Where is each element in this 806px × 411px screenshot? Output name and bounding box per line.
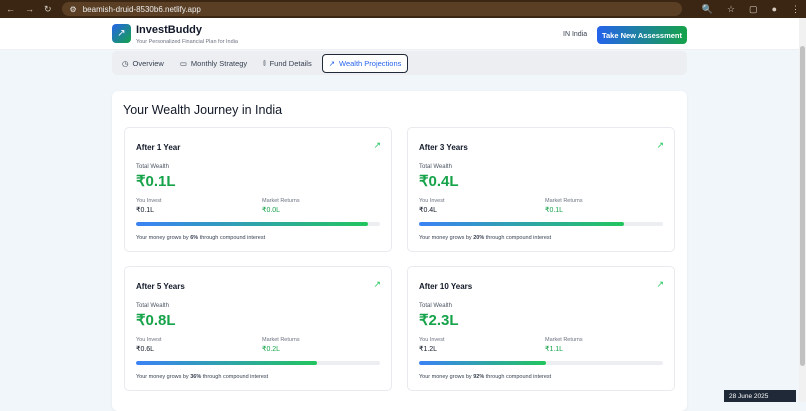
growth-percent: 20% — [473, 235, 485, 241]
scrollbar-thumb[interactable] — [800, 46, 805, 366]
progress-bar — [419, 222, 663, 226]
you-invest-label: You Invest — [136, 198, 162, 204]
card-title: After 10 Years — [419, 282, 473, 291]
note-text: Your money grows by — [419, 374, 474, 380]
app-header: ↗ InvestBuddy Your Personalized Financia… — [0, 18, 806, 50]
card-title: After 3 Years — [419, 143, 468, 152]
market-returns-label: Market Returns — [545, 337, 583, 343]
tab-label: Fund Details — [269, 58, 312, 68]
tab-monthly-strategy[interactable]: ▭ Monthly Strategy — [174, 55, 253, 72]
bar-chart-icon: ⫾ — [263, 58, 266, 67]
market-returns-value: ₹0.1L — [545, 207, 564, 214]
reload-icon[interactable]: ↻ — [44, 3, 52, 14]
you-invest-label: You Invest — [419, 198, 445, 204]
tab-label: Wealth Projections — [339, 58, 402, 68]
total-wealth-value: ₹0.1L — [136, 173, 176, 190]
growth-note: Your money grows by 36% through compound… — [136, 374, 268, 380]
site-info-icon[interactable]: ⚙ — [69, 4, 77, 14]
progress-fill — [136, 222, 368, 226]
growth-note: Your money grows by 6% through compound … — [136, 235, 265, 241]
tab-wealth-projections[interactable]: ↗ Wealth Projections — [321, 53, 409, 73]
progress-fill — [419, 361, 546, 365]
browser-toolbar: ← → ↻ ⚙ beamish-druid-8530b6.netlify.app … — [0, 0, 806, 18]
profile-avatar[interactable]: ● — [771, 3, 777, 14]
you-invest-value: ₹0.1L — [136, 207, 155, 214]
progress-bar — [419, 361, 663, 365]
projection-card: After 10 Years ↗ Total Wealth ₹2.3L You … — [407, 266, 675, 391]
star-icon[interactable]: ☆ — [726, 3, 736, 14]
total-wealth-value: ₹0.4L — [419, 173, 459, 190]
address-bar[interactable]: ⚙ beamish-druid-8530b6.netlify.app — [61, 2, 682, 16]
tab-label: Monthly Strategy — [190, 58, 248, 68]
tab-fund-details[interactable]: ⫾ Fund Details — [257, 54, 318, 72]
wealth-journey-panel: Your Wealth Journey in India After 1 Yea… — [112, 91, 687, 411]
total-wealth-value: ₹2.3L — [419, 312, 459, 329]
logo-trending-icon: ↗ — [112, 24, 131, 43]
back-icon[interactable]: ← — [6, 4, 15, 14]
tab-bar: ◷ Overview ▭ Monthly Strategy ⫾ Fund Detail… — [112, 51, 687, 75]
tab-overview[interactable]: ◷ Overview — [116, 55, 170, 72]
zoom-icon[interactable]: 🔍 — [701, 3, 713, 14]
market-returns-value: ₹1.1L — [545, 346, 564, 353]
date-badge: 28 June 2025 — [724, 390, 796, 402]
total-wealth-value: ₹0.8L — [136, 312, 176, 329]
trending-up-icon: ↗ — [373, 279, 381, 289]
forward-icon[interactable]: → — [25, 4, 34, 14]
market-returns-label: Market Returns — [262, 198, 300, 204]
you-invest-value: ₹1.2L — [419, 346, 438, 353]
progress-bar — [136, 222, 380, 226]
projection-card: After 1 Year ↗ Total Wealth ₹0.1L You In… — [124, 127, 392, 252]
growth-percent: 36% — [190, 374, 202, 380]
trending-up-icon: ↗ — [328, 58, 335, 68]
trending-up-icon: ↗ — [656, 279, 664, 289]
trending-up-icon: ↗ — [373, 140, 381, 150]
take-new-assessment-button[interactable]: Take New Assessment — [597, 26, 687, 44]
note-text: through compound interest — [484, 235, 552, 241]
extensions-icon[interactable]: ▢ — [749, 3, 758, 14]
progress-bar — [136, 361, 380, 365]
you-invest-value: ₹0.4L — [419, 207, 438, 214]
clock-icon: ◷ — [122, 58, 129, 68]
you-invest-value: ₹0.6L — [136, 346, 155, 353]
growth-percent: 92% — [473, 374, 485, 380]
note-text: Your money grows by — [419, 235, 474, 241]
country-name: India — [571, 31, 588, 38]
note-text: through compound interest — [201, 374, 269, 380]
note-text: through compound interest — [484, 374, 552, 380]
country-code: IN — [563, 31, 570, 38]
progress-fill — [419, 222, 624, 226]
note-text: Your money grows by — [136, 235, 191, 241]
brand-name: InvestBuddy — [136, 24, 203, 36]
growth-note: Your money grows by 92% through compound… — [419, 374, 551, 380]
brand-tagline: Your Personalized Financial Plan for Ind… — [136, 39, 238, 45]
trending-up-icon: ↗ — [656, 140, 664, 150]
panel-title: Your Wealth Journey in India — [123, 103, 283, 117]
market-returns-label: Market Returns — [262, 337, 300, 343]
total-wealth-label: Total Wealth — [419, 164, 452, 170]
growth-note: Your money grows by 20% through compound… — [419, 235, 551, 241]
total-wealth-label: Total Wealth — [136, 164, 169, 170]
projection-card: After 3 Years ↗ Total Wealth ₹0.4L You I… — [407, 127, 675, 252]
total-wealth-label: Total Wealth — [419, 303, 452, 309]
scrollbar[interactable] — [799, 18, 806, 402]
tab-label: Overview — [132, 58, 164, 68]
country-indicator: IN India — [563, 31, 587, 38]
market-returns-value: ₹0.2L — [262, 346, 281, 353]
projection-card: After 5 Years ↗ Total Wealth ₹0.8L You I… — [124, 266, 392, 391]
menu-icon[interactable]: ⋮ — [791, 3, 800, 14]
progress-fill — [136, 361, 317, 365]
url-text: beamish-druid-8530b6.netlify.app — [82, 4, 201, 14]
market-returns-label: Market Returns — [545, 198, 583, 204]
calendar-icon: ▭ — [179, 58, 187, 68]
you-invest-label: You Invest — [136, 337, 162, 343]
note-text: Your money grows by — [136, 374, 191, 380]
card-title: After 5 Years — [136, 282, 185, 291]
card-title: After 1 Year — [136, 143, 181, 152]
total-wealth-label: Total Wealth — [136, 303, 169, 309]
note-text: through compound interest — [198, 235, 266, 241]
market-returns-value: ₹0.0L — [262, 207, 281, 214]
you-invest-label: You Invest — [419, 337, 445, 343]
growth-percent: 6% — [190, 235, 199, 241]
